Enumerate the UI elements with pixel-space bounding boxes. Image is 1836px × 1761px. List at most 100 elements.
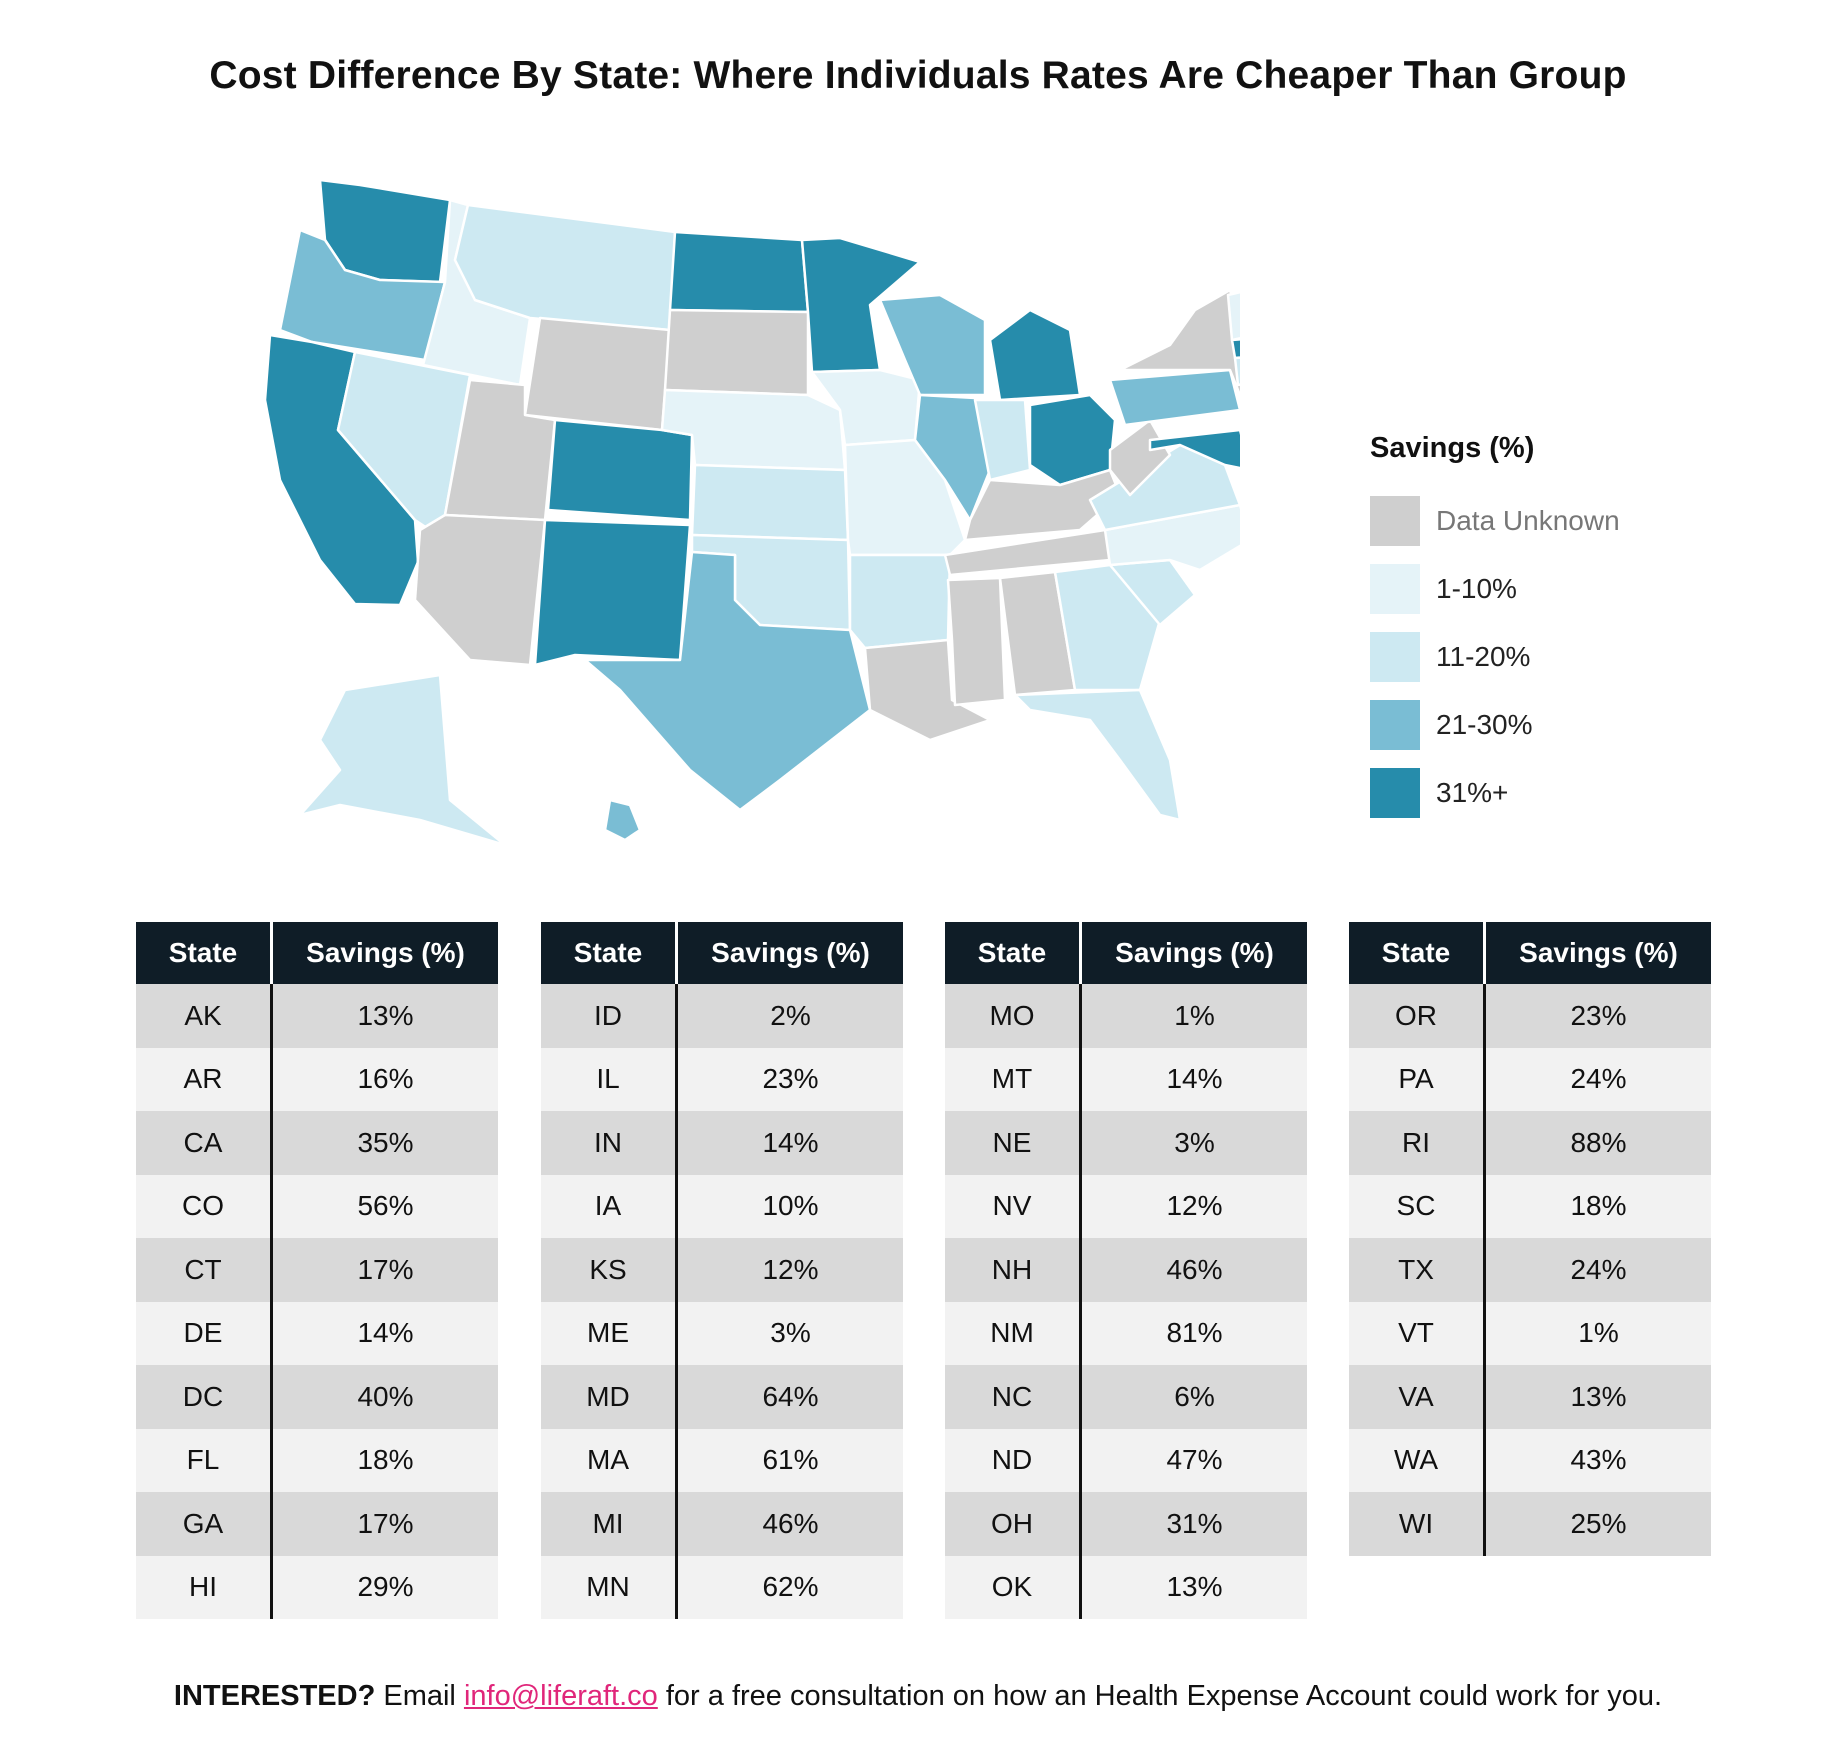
- state-nm: [533, 518, 692, 667]
- state-wi: [878, 293, 987, 397]
- table-row: ID 2%: [541, 984, 903, 1048]
- legend-item-unknown: Data Unknown: [1370, 487, 1620, 555]
- state-cell: TX: [1349, 1238, 1486, 1302]
- state-ms: [946, 576, 1007, 707]
- table-row: DE 14%: [136, 1301, 498, 1365]
- table-row: GA 17%: [136, 1492, 498, 1556]
- state-cell: IL: [541, 1047, 678, 1111]
- state-fl: [1013, 688, 1182, 822]
- table-row: MI 46%: [541, 1492, 903, 1556]
- table-row: WA 43%: [1349, 1428, 1711, 1492]
- table-header-row: State Savings (%): [945, 922, 1307, 984]
- state-cell: GA: [136, 1492, 273, 1556]
- savings-cell: 56%: [271, 1174, 498, 1238]
- table-row: IN 14%: [541, 1111, 903, 1175]
- savings-cell: 24%: [1484, 1047, 1711, 1111]
- state-ak: [298, 673, 507, 847]
- state-cell: VT: [1349, 1301, 1486, 1365]
- footer-pre: Email: [375, 1680, 464, 1712]
- table-row: PA 24%: [1349, 1047, 1711, 1111]
- table-row: RI 88%: [1349, 1111, 1711, 1175]
- state-cell: CO: [136, 1174, 273, 1238]
- table-row: AK 13%: [136, 984, 498, 1048]
- state-cell: MI: [541, 1492, 678, 1556]
- savings-cell: 25%: [1484, 1492, 1711, 1556]
- legend-title: Savings (%): [1370, 432, 1535, 464]
- state-ma: [1230, 338, 1240, 360]
- savings-cell: 40%: [271, 1365, 498, 1429]
- state-nd: [668, 230, 810, 314]
- savings-cell: 14%: [676, 1111, 903, 1175]
- state-cell: WI: [1349, 1492, 1486, 1556]
- table-row: IA 10%: [541, 1174, 903, 1238]
- table-row: NC 6%: [945, 1365, 1307, 1429]
- state-cell: NV: [945, 1174, 1082, 1238]
- savings-cell: 6%: [1080, 1365, 1307, 1429]
- savings-cell: 16%: [271, 1047, 498, 1111]
- table-row: WI 25%: [1349, 1492, 1711, 1556]
- table-row: MO 1%: [945, 984, 1307, 1048]
- legend-label: 21-30%: [1436, 709, 1533, 740]
- legend-label: 11-20%: [1436, 641, 1531, 672]
- table-row: OK 13%: [945, 1555, 1307, 1619]
- state-nc: [1103, 503, 1240, 572]
- state-cell: MA: [541, 1428, 678, 1492]
- table-row: CA 35%: [136, 1111, 498, 1175]
- savings-cell: 3%: [676, 1301, 903, 1365]
- state-co: [546, 418, 694, 522]
- column-header-savings: Savings (%): [676, 922, 903, 984]
- savings-cell: 88%: [1484, 1111, 1711, 1175]
- footer-lead: INTERESTED?: [173, 1680, 376, 1712]
- column-header-state: State: [945, 922, 1082, 984]
- table-header-row: State Savings (%): [1349, 922, 1711, 984]
- state-cell: NM: [945, 1301, 1082, 1365]
- savings-cell: 18%: [1484, 1174, 1711, 1238]
- state-tx: [583, 550, 872, 812]
- state-cell: NH: [945, 1238, 1082, 1302]
- state-cell: NE: [945, 1111, 1082, 1175]
- table-row: DC 40%: [136, 1365, 498, 1429]
- state-cell: RI: [1349, 1111, 1486, 1175]
- table-row: IL 23%: [541, 1047, 903, 1111]
- savings-cell: 13%: [1484, 1365, 1711, 1429]
- savings-cell: 24%: [1484, 1238, 1711, 1302]
- state-mi: [988, 308, 1082, 402]
- savings-cell: 62%: [676, 1555, 903, 1619]
- table-row: ND 47%: [945, 1428, 1307, 1492]
- savings-cell: 23%: [676, 1047, 903, 1111]
- legend-item-11-20: 11-20%: [1370, 623, 1620, 691]
- state-cell: NC: [945, 1365, 1082, 1429]
- savings-cell: 1%: [1080, 984, 1307, 1048]
- state-cell: SC: [1349, 1174, 1486, 1238]
- savings-cell: 12%: [676, 1238, 903, 1302]
- table-row: AR 16%: [136, 1047, 498, 1111]
- state-cell: ND: [945, 1428, 1082, 1492]
- table-row: CO 56%: [136, 1174, 498, 1238]
- table-row: CT 17%: [136, 1238, 498, 1302]
- state-wy: [523, 316, 672, 432]
- savings-cell: 10%: [676, 1174, 903, 1238]
- savings-cell: 18%: [271, 1428, 498, 1492]
- state-sd: [663, 308, 810, 397]
- footer: INTERESTED? Email info@liferaft.co for a…: [0, 1680, 1836, 1713]
- table-row: NV 12%: [945, 1174, 1307, 1238]
- email-link[interactable]: info@liferaft.co: [463, 1680, 658, 1712]
- legend: Savings (%) Data Unknown 1-10% 11-20% 21-30…: [1370, 432, 1620, 827]
- savings-cell: 3%: [1080, 1111, 1307, 1175]
- state-cell: ME: [541, 1301, 678, 1365]
- savings-table-3: State Savings (%) MO 1% MT 14% NE 3% NV 12% NH 46% N…: [945, 922, 1307, 1619]
- state-ar: [848, 553, 952, 650]
- table-row: MA 61%: [541, 1428, 903, 1492]
- state-hi: [603, 798, 642, 842]
- table-header-row: State Savings (%): [541, 922, 903, 984]
- legend-item-21-30: 21-30%: [1370, 691, 1620, 759]
- state-cell: MT: [945, 1047, 1082, 1111]
- savings-table-2: State Savings (%) ID 2% IL 23% IN 14% IA 10% KS 12%…: [541, 922, 903, 1619]
- us-state-map: [263, 178, 1240, 847]
- state-ca: [263, 333, 420, 607]
- table-row: ME 3%: [541, 1301, 903, 1365]
- savings-table-1: State Savings (%) AK 13% AR 16% CA 35% CO 56% CT 17…: [136, 922, 498, 1619]
- state-ky: [963, 468, 1122, 542]
- savings-cell: 12%: [1080, 1174, 1307, 1238]
- state-cell: MO: [945, 984, 1082, 1048]
